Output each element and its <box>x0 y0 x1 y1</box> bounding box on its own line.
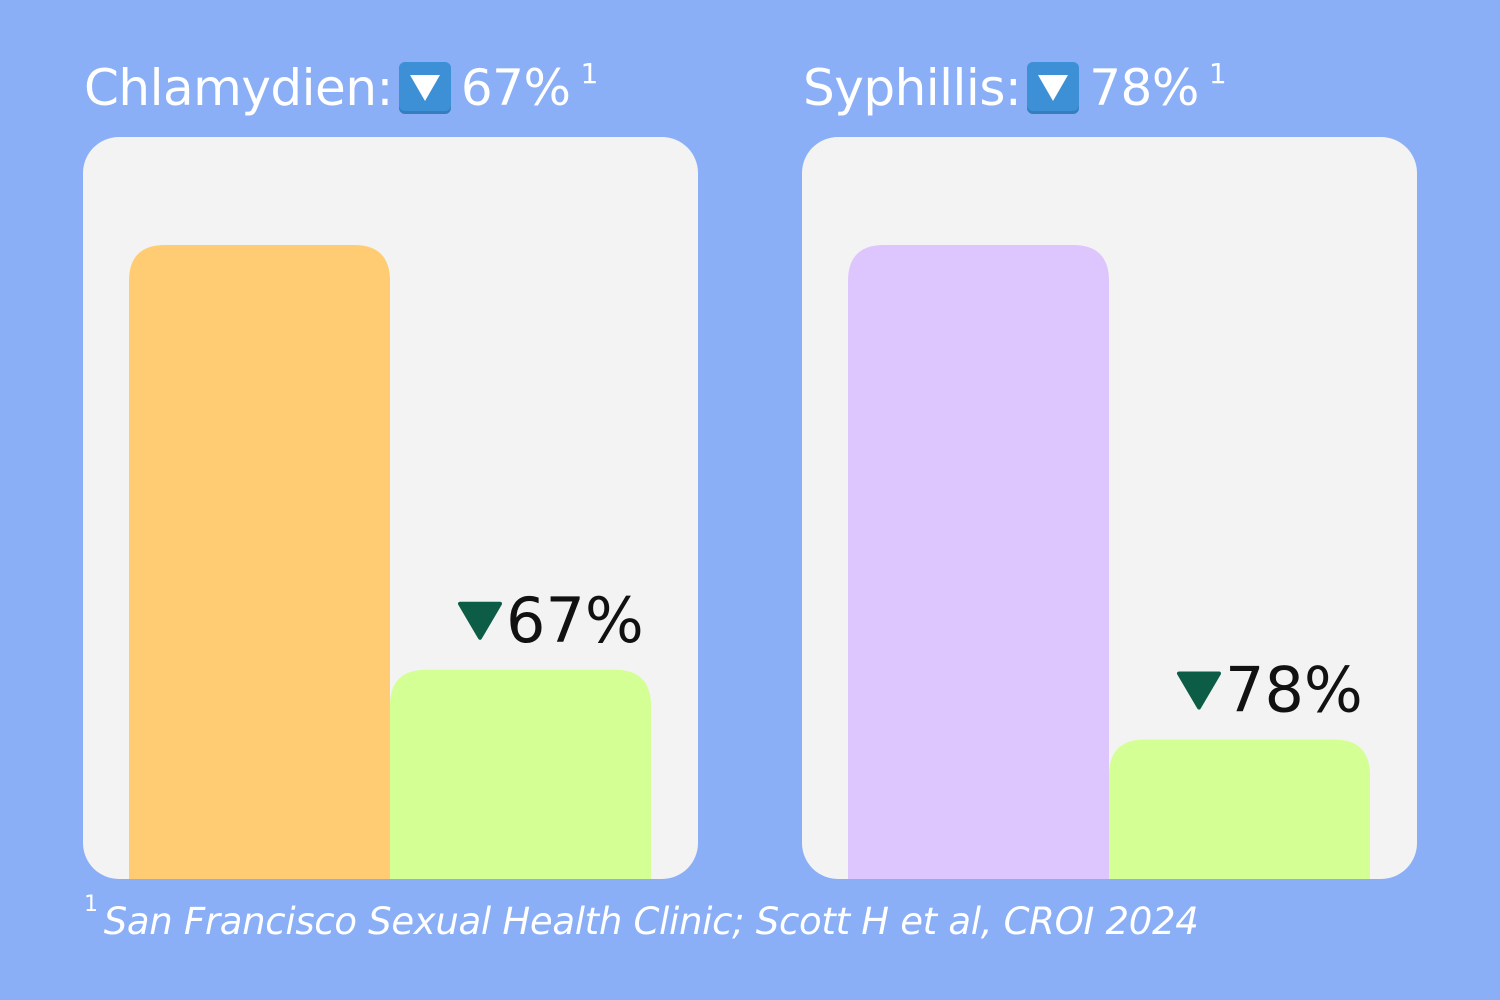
down-triangle-icon <box>1027 62 1080 114</box>
chart-card-chlamydia: 67% <box>83 137 698 879</box>
panel-title-label: Chlamydien: <box>84 59 393 117</box>
bar-before <box>848 245 1109 879</box>
panel-title-chlamydia: Chlamydien: 67% 1 <box>84 57 598 118</box>
bar-before <box>129 245 390 879</box>
footnote-text: San Francisco Sexual Health Clinic; Scot… <box>103 900 1199 943</box>
down-triangle-icon <box>458 601 502 640</box>
footnote: 1 San Francisco Sexual Health Clinic; Sco… <box>84 892 1199 943</box>
chart-card-syphilis: 78% <box>802 137 1417 879</box>
panel-title-change: 78% <box>1089 59 1199 117</box>
bar-after <box>390 669 651 879</box>
down-triangle-icon <box>398 62 451 114</box>
bar-after <box>1109 739 1370 879</box>
bar-chart-syphilis: 78% <box>848 245 1370 879</box>
panel-title-label: Syphillis: <box>803 59 1022 117</box>
change-data-label: 67% <box>506 584 644 657</box>
bar-chart-chlamydia: 67% <box>129 245 651 879</box>
panel-title-syphilis: Syphillis: 78% 1 <box>803 57 1227 118</box>
change-data-label: 78% <box>1225 654 1363 727</box>
footnote-ref: 1 <box>1208 57 1227 90</box>
footnote-ref: 1 <box>580 57 599 90</box>
down-triangle-icon <box>1177 671 1221 710</box>
panel-title-change: 67% <box>460 59 571 117</box>
footnote-marker: 1 <box>84 891 98 917</box>
